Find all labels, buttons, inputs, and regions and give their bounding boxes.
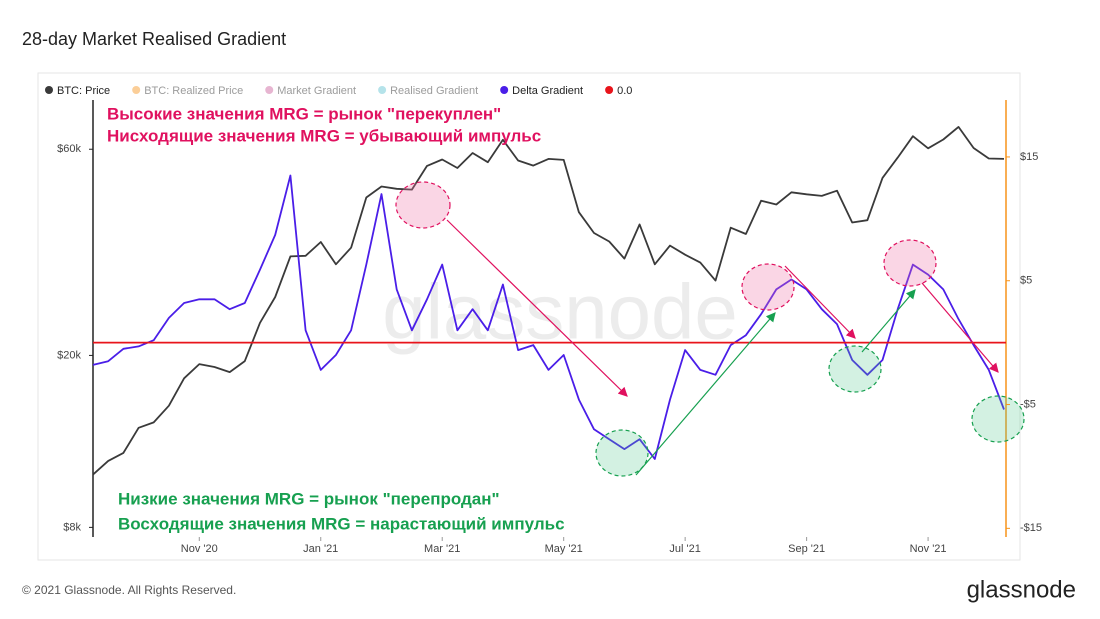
x-tick-label: Jan '21 [303, 543, 338, 555]
legend-label: 0.0 [617, 85, 632, 97]
legend-label: Market Gradient [277, 85, 356, 97]
overbought-circle [883, 239, 937, 287]
copyright: © 2021 Glassnode. All Rights Reserved. [22, 583, 236, 597]
oversold-circle [971, 395, 1025, 443]
overbought-circle [395, 181, 451, 229]
y2-tick-label: -$15 [1020, 522, 1042, 534]
y2-tick-label: $5 [1020, 275, 1032, 287]
legend-swatch [265, 86, 274, 94]
oversold-circle [595, 429, 649, 477]
y2-tick-label: $15 [1020, 151, 1038, 163]
panel [37, 72, 1021, 561]
arrow [861, 289, 916, 353]
watermark: glassnode [382, 268, 738, 356]
annotation: Нисходящие значения MRG = убывающий импу… [107, 126, 541, 145]
y2-tick-label: -$5 [1020, 398, 1036, 410]
y-tick-label: $8k [63, 521, 81, 533]
x-tick-label: Jul '21 [669, 543, 700, 555]
y-tick-label: $20k [57, 349, 81, 361]
legend-swatch [378, 86, 387, 94]
legend-swatch [45, 86, 53, 94]
series-line [92, 126, 1005, 476]
x-tick-label: May '21 [545, 543, 583, 555]
legend-swatch [605, 86, 614, 94]
logo: glassnode [967, 576, 1076, 603]
x-tick-label: Mar '21 [424, 543, 460, 555]
arrow [921, 282, 999, 373]
arrow [635, 312, 776, 476]
legend-label: BTC: Price [57, 85, 110, 97]
marks [92, 126, 1006, 476]
arrow [446, 219, 628, 397]
annotation: Восходящие значения MRG = нарастающий им… [118, 514, 565, 533]
legend-swatch [132, 86, 141, 94]
x-tick-label: Nov '21 [910, 543, 947, 555]
x-tick-label: Nov '20 [181, 543, 218, 555]
arrows [446, 219, 999, 476]
y-tick-label: $60k [57, 143, 81, 155]
overbought-circle [741, 263, 795, 311]
legend-label: Realised Gradient [390, 85, 478, 97]
annotation: Высокие значения MRG = рынок "перекуплен… [107, 104, 501, 123]
legend-swatch [500, 86, 509, 94]
x-tick-label: Sep '21 [788, 543, 825, 555]
arrow [784, 265, 856, 339]
oversold-circle [828, 345, 882, 393]
callouts [395, 181, 1025, 477]
annotation: Низкие значения MRG = рынок "перепродан" [118, 489, 500, 508]
series-line [92, 174, 1005, 460]
legend-label: BTC: Realized Price [144, 85, 243, 97]
legend-label: Delta Gradient [512, 85, 583, 97]
chart-title: 28-day Market Realised Gradient [22, 29, 286, 49]
